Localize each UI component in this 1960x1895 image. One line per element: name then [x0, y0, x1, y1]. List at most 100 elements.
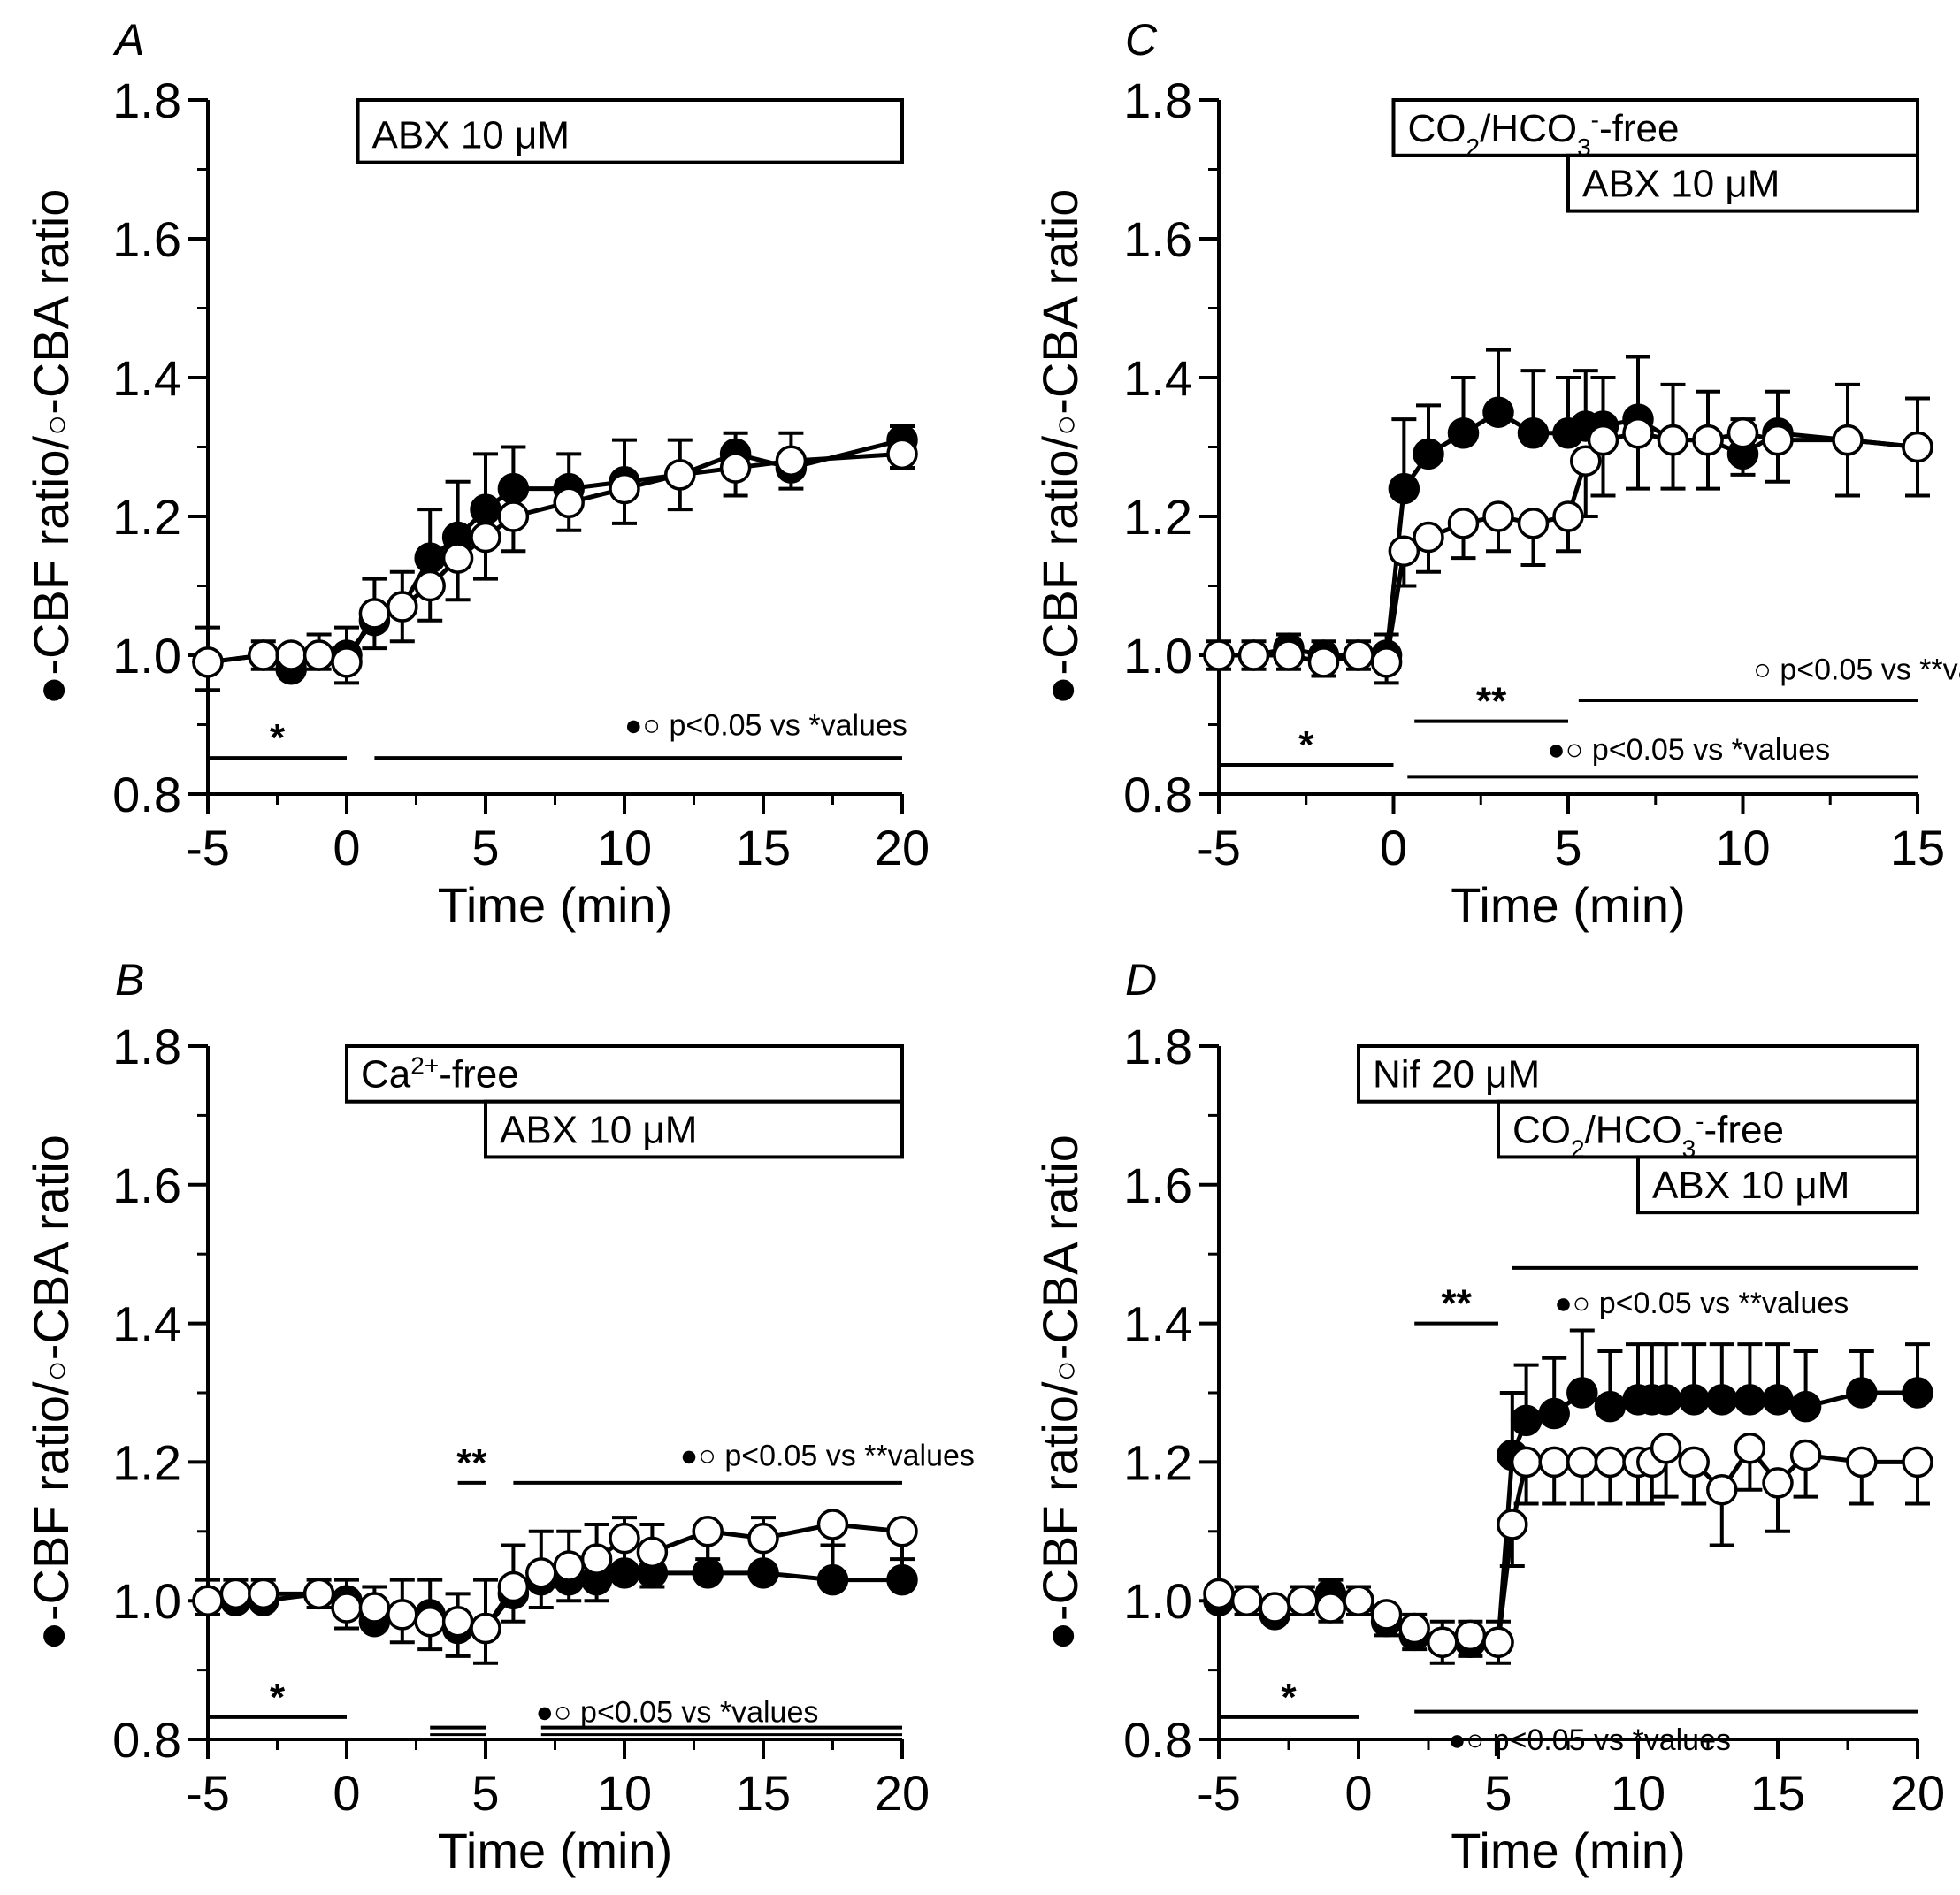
y-label-filled-marker: ● [1032, 676, 1088, 706]
y-tick-label: 0.8 [112, 1712, 181, 1768]
x-tick-label: 0 [1344, 1765, 1372, 1821]
y-label-open-text: -CBA ratio [23, 1135, 79, 1360]
x-tick-label: 0 [1380, 820, 1407, 875]
data-point-cba [747, 1522, 779, 1555]
data-point-cba [358, 598, 391, 630]
y-label-open-marker: ○ [1046, 415, 1085, 436]
data-point-cbf [1650, 1384, 1682, 1416]
y-tick-label: 1.8 [112, 1019, 181, 1074]
data-point-cbf [1510, 1404, 1543, 1437]
data-point-cba [1287, 1585, 1319, 1616]
data-point-cba [1314, 1592, 1347, 1624]
data-point-cba [692, 1516, 724, 1547]
data-point-cba [719, 452, 752, 484]
treatment-label: ABX 10 μM [372, 114, 570, 157]
significance-label: ○ p<0.05 vs **values [1753, 653, 1960, 687]
data-point-cba [1343, 1585, 1374, 1616]
y-tick-label: 1.4 [1123, 350, 1192, 406]
data-point-cba [219, 1578, 252, 1610]
data-point-cba [1482, 1626, 1514, 1658]
data-point-cba [886, 438, 918, 470]
data-point-cba [1570, 445, 1602, 477]
data-point-cba [816, 1509, 849, 1540]
data-point-cbf [1706, 1384, 1738, 1416]
data-point-cba [414, 569, 446, 602]
y-tick-label: 1.4 [112, 350, 181, 406]
data-point-cba [1762, 1467, 1794, 1499]
significance-label: ●○ p<0.05 vs *values [1448, 1723, 1731, 1757]
y-tick-label: 1.6 [1123, 1158, 1192, 1213]
panel-letter: D [1125, 955, 1157, 1005]
data-point-cba [1343, 639, 1374, 671]
significance-star: * [270, 716, 286, 760]
y-label-open-marker: ○ [37, 415, 76, 436]
data-point-cbf [1762, 1384, 1794, 1416]
y-label-sep: / [1032, 1381, 1088, 1395]
data-point-cba [1789, 1439, 1822, 1471]
y-label-sep: / [23, 1381, 79, 1395]
y-tick-label: 1.0 [1123, 1573, 1192, 1629]
y-tick-label: 1.6 [1123, 211, 1192, 267]
data-point-cba [1370, 646, 1403, 678]
data-point-cba [775, 445, 808, 477]
data-point-cbf [609, 1557, 640, 1589]
data-point-cba [1902, 1446, 1933, 1479]
x-tick-label: 10 [1611, 1765, 1665, 1821]
data-point-cba [1594, 1446, 1627, 1479]
y-axis-label: ●-CBF ratio/○-CBA ratio [23, 1135, 79, 1651]
data-point-cba [470, 521, 501, 554]
panel-letter: A [112, 15, 144, 65]
significance-label: ●○ p<0.05 vs *values [536, 1696, 819, 1730]
data-point-cba [497, 1570, 530, 1603]
x-tick-label: 15 [736, 1765, 791, 1821]
data-point-cba [1454, 1619, 1487, 1652]
data-point-cba [636, 1536, 669, 1569]
treatment-box [484, 1099, 904, 1159]
data-point-cba [358, 1592, 391, 1624]
treatment-box [356, 98, 904, 164]
data-point-cba [414, 1605, 446, 1638]
significance-label: ●○ p<0.05 vs **values [680, 1440, 975, 1473]
x-axis-label: Time (min) [1451, 877, 1685, 933]
x-tick-label: 5 [471, 1765, 499, 1821]
data-point-cbf [1538, 1397, 1570, 1430]
data-point-cba [553, 1550, 585, 1582]
x-tick-label: -5 [186, 1765, 230, 1821]
data-point-cba [1678, 1446, 1710, 1479]
data-point-cba [248, 1578, 279, 1610]
significance-star: * [270, 1676, 286, 1719]
y-label-sep: / [23, 435, 79, 449]
x-axis-label: Time (min) [438, 1822, 672, 1878]
y-tick-label: 1.6 [112, 1158, 181, 1213]
data-point-cba [1510, 1446, 1543, 1479]
x-tick-label: 10 [597, 1765, 652, 1821]
y-tick-label: 1.0 [112, 628, 181, 684]
data-point-cba [1622, 417, 1654, 449]
svg-text:●-CBF ratio/○-CBA ratio: ●-CBF ratio/○-CBA ratio [1032, 189, 1088, 706]
x-tick-label: 0 [333, 820, 360, 875]
data-point-cba [387, 591, 418, 623]
y-tick-label: 1.0 [1123, 628, 1192, 684]
data-point-cba [497, 500, 530, 532]
data-point-cba [1307, 646, 1340, 678]
y-tick-label: 1.8 [1123, 1019, 1192, 1074]
panel-letter: C [1125, 15, 1158, 65]
y-label-filled-text: -CBF ratio [23, 1395, 79, 1621]
panel-a: A 0.8 1.0 1.2 1.4 1.6 1.8 -5 0 5 10 15 20 Time (min) ●… [23, 15, 930, 933]
y-tick-label: 1.2 [1123, 1434, 1192, 1490]
y-label-filled-text: -CBF ratio [23, 449, 79, 675]
data-point-cba [1566, 1446, 1598, 1479]
significance-label: ●○ p<0.05 vs *values [624, 709, 907, 743]
data-point-cba [1273, 639, 1305, 671]
data-point-cba [302, 639, 335, 671]
data-point-cba [525, 1557, 557, 1589]
significance-star: ** [1441, 1282, 1472, 1326]
data-point-cba [1692, 424, 1724, 456]
treatment-box [1357, 1044, 1919, 1104]
y-label-open-text: -CBA ratio [1032, 189, 1088, 415]
significance-label: ●○ p<0.05 vs **values [1554, 1287, 1849, 1320]
data-point-cba [331, 1592, 363, 1624]
y-tick-label: 0.8 [1123, 767, 1192, 822]
y-tick-label: 1.2 [1123, 489, 1192, 545]
